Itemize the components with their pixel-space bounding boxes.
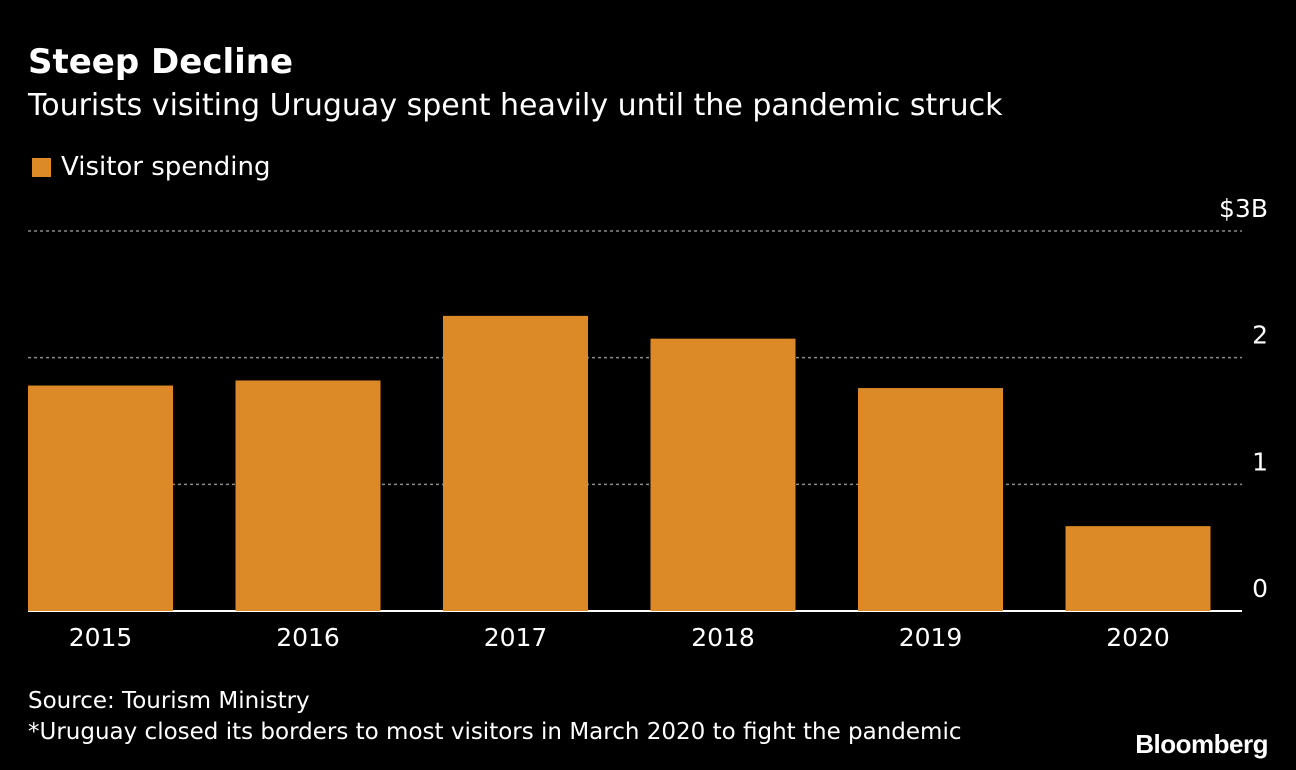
chart-subtitle: Tourists visiting Uruguay spent heavily … [28,88,1003,123]
footnote: *Uruguay closed its borders to most visi… [28,719,962,745]
x-axis: 2015 2016 2017 2018 2019 2020 [69,623,1170,652]
x-tick-label-2018: 2018 [691,623,755,652]
bloomberg-logo: Bloomberg [1135,729,1268,759]
y-tick-label-0: 0 [1252,574,1268,603]
y-tick-label-3: $3B [1219,194,1268,223]
y-tick-label-1: 1 [1252,447,1268,476]
bar-2015 [28,385,173,611]
y-axis: 0 1 2 $3B [1219,194,1268,603]
bar-2020 [1065,526,1211,611]
bar-2019 [858,388,1003,611]
x-tick-label-2020: 2020 [1106,623,1170,652]
x-tick-label-2019: 2019 [899,623,963,652]
legend-label-visitor-spending: Visitor spending [61,152,271,182]
legend-swatch-visitor-spending [32,157,51,177]
chart-title: Steep Decline [28,42,294,82]
x-tick-label-2015: 2015 [69,623,133,652]
x-tick-label-2017: 2017 [484,623,548,652]
bars [28,315,1211,611]
bar-2018 [650,338,796,611]
x-tick-label-2016: 2016 [276,623,340,652]
gridlines [28,230,1242,612]
source-note: Source: Tourism Ministry [28,688,310,714]
bar-2016 [235,380,381,611]
bar-2017 [443,315,588,611]
legend: Visitor spending [32,150,271,184]
y-tick-label-2: 2 [1252,321,1268,350]
